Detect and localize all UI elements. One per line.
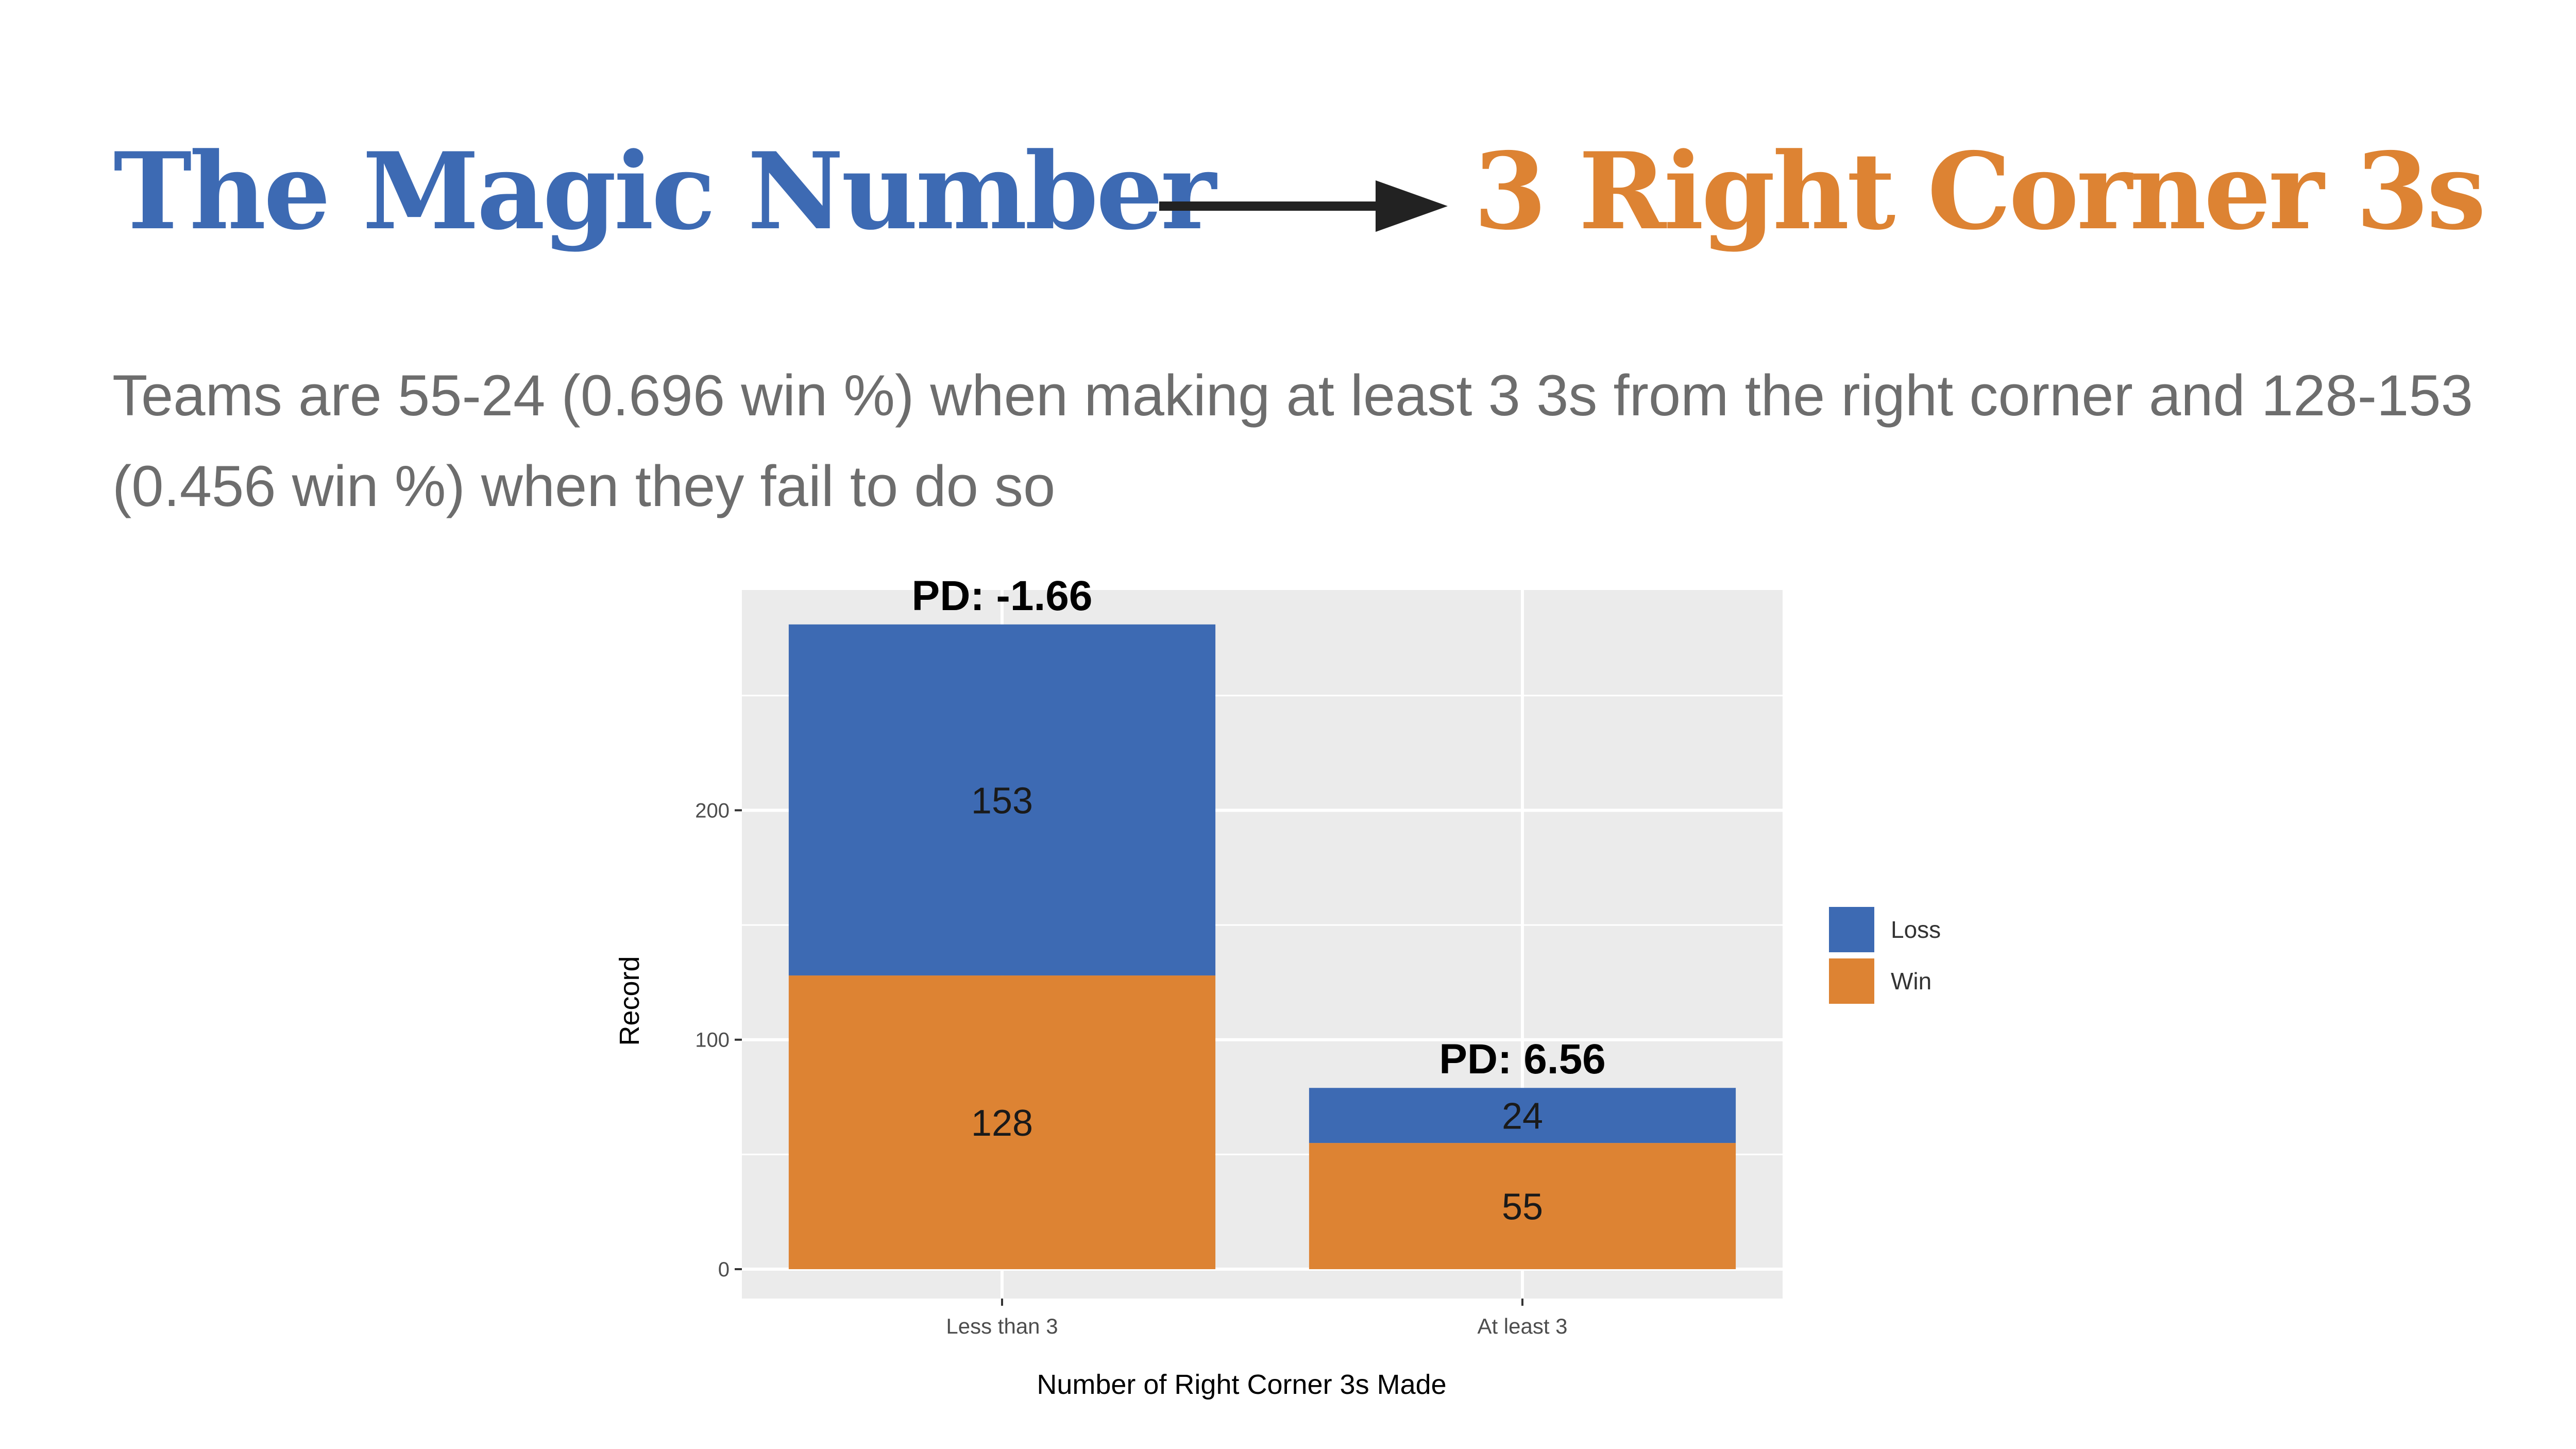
legend-swatch-win — [1829, 958, 1874, 1004]
subtitle-text: Teams are 55-24 (0.696 win %) when makin… — [112, 363, 2473, 518]
bar-win — [1309, 1143, 1736, 1269]
legend-label-loss: Loss — [1891, 916, 1941, 943]
bar-loss — [1309, 1088, 1736, 1143]
x-tick-label: Less than 3 — [946, 1314, 1058, 1338]
legend-label-win: Win — [1891, 968, 1931, 995]
title-magic-number: The Magic Number — [113, 130, 1216, 254]
stacked-bar-chart: 0 100 200 128 153 PD: -1.66 Less than 3 55 24 PD:… — [614, 572, 1941, 1400]
x-tick-label: At least 3 — [1477, 1314, 1567, 1338]
y-tick-label: 0 — [718, 1258, 730, 1281]
pd-annotation: PD: -1.66 — [912, 572, 1093, 619]
data-label-win: 55 — [1502, 1187, 1543, 1228]
legend-swatch-loss — [1829, 907, 1874, 952]
data-label-win: 128 — [971, 1103, 1033, 1144]
data-label-loss: 153 — [971, 780, 1033, 821]
x-axis-title: Number of Right Corner 3s Made — [1037, 1369, 1446, 1400]
right-arrow-icon — [1159, 180, 1448, 232]
title-right-corner-3s: 3 Right Corner 3s — [1473, 130, 2486, 254]
bar-loss — [788, 624, 1216, 976]
data-label-loss: 24 — [1502, 1096, 1543, 1137]
pd-annotation: PD: 6.56 — [1439, 1036, 1606, 1083]
y-axis-title: Record — [614, 956, 645, 1046]
y-tick-label: 200 — [695, 799, 730, 822]
y-tick-label: 100 — [695, 1029, 730, 1052]
bar-win — [788, 975, 1216, 1269]
